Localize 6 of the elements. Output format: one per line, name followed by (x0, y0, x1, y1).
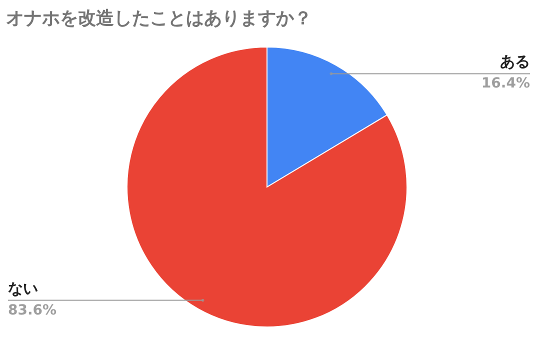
data-label: 83.6% (8, 302, 57, 318)
slice-label: ある (500, 52, 530, 71)
pie-slice (126, 46, 408, 328)
slice-label: ない (8, 279, 38, 298)
chart-title: オナホを改造したことはありますか？ (6, 8, 312, 29)
data-label: 16.4% (481, 76, 530, 92)
